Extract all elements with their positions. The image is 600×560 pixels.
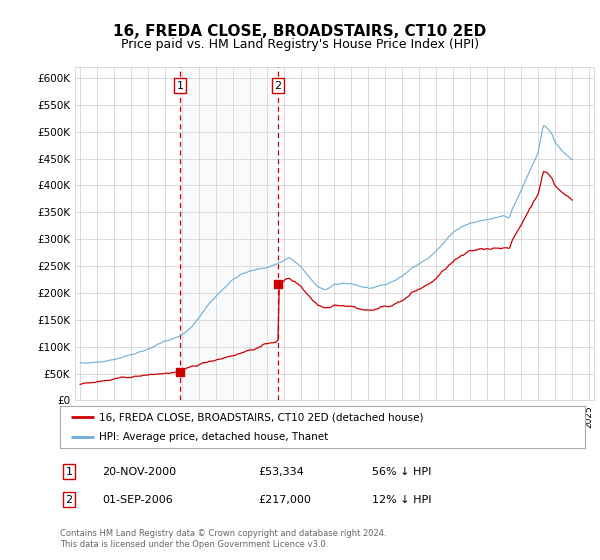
Text: 1: 1 xyxy=(176,81,184,91)
Text: £53,334: £53,334 xyxy=(258,466,304,477)
Text: Price paid vs. HM Land Registry's House Price Index (HPI): Price paid vs. HM Land Registry's House … xyxy=(121,38,479,50)
Text: 16, FREDA CLOSE, BROADSTAIRS, CT10 2ED (detached house): 16, FREDA CLOSE, BROADSTAIRS, CT10 2ED (… xyxy=(100,412,424,422)
Text: 01-SEP-2006: 01-SEP-2006 xyxy=(102,494,173,505)
Text: 2: 2 xyxy=(65,494,73,505)
Text: 12% ↓ HPI: 12% ↓ HPI xyxy=(372,494,431,505)
Bar xyxy=(180,67,278,400)
Text: 1: 1 xyxy=(65,466,73,477)
Text: 16, FREDA CLOSE, BROADSTAIRS, CT10 2ED: 16, FREDA CLOSE, BROADSTAIRS, CT10 2ED xyxy=(113,24,487,39)
Text: £217,000: £217,000 xyxy=(258,494,311,505)
Text: HPI: Average price, detached house, Thanet: HPI: Average price, detached house, Than… xyxy=(100,432,329,442)
Text: Contains HM Land Registry data © Crown copyright and database right 2024.
This d: Contains HM Land Registry data © Crown c… xyxy=(60,529,386,549)
Text: 56% ↓ HPI: 56% ↓ HPI xyxy=(372,466,431,477)
Text: 2: 2 xyxy=(274,81,281,91)
Text: 20-NOV-2000: 20-NOV-2000 xyxy=(102,466,176,477)
